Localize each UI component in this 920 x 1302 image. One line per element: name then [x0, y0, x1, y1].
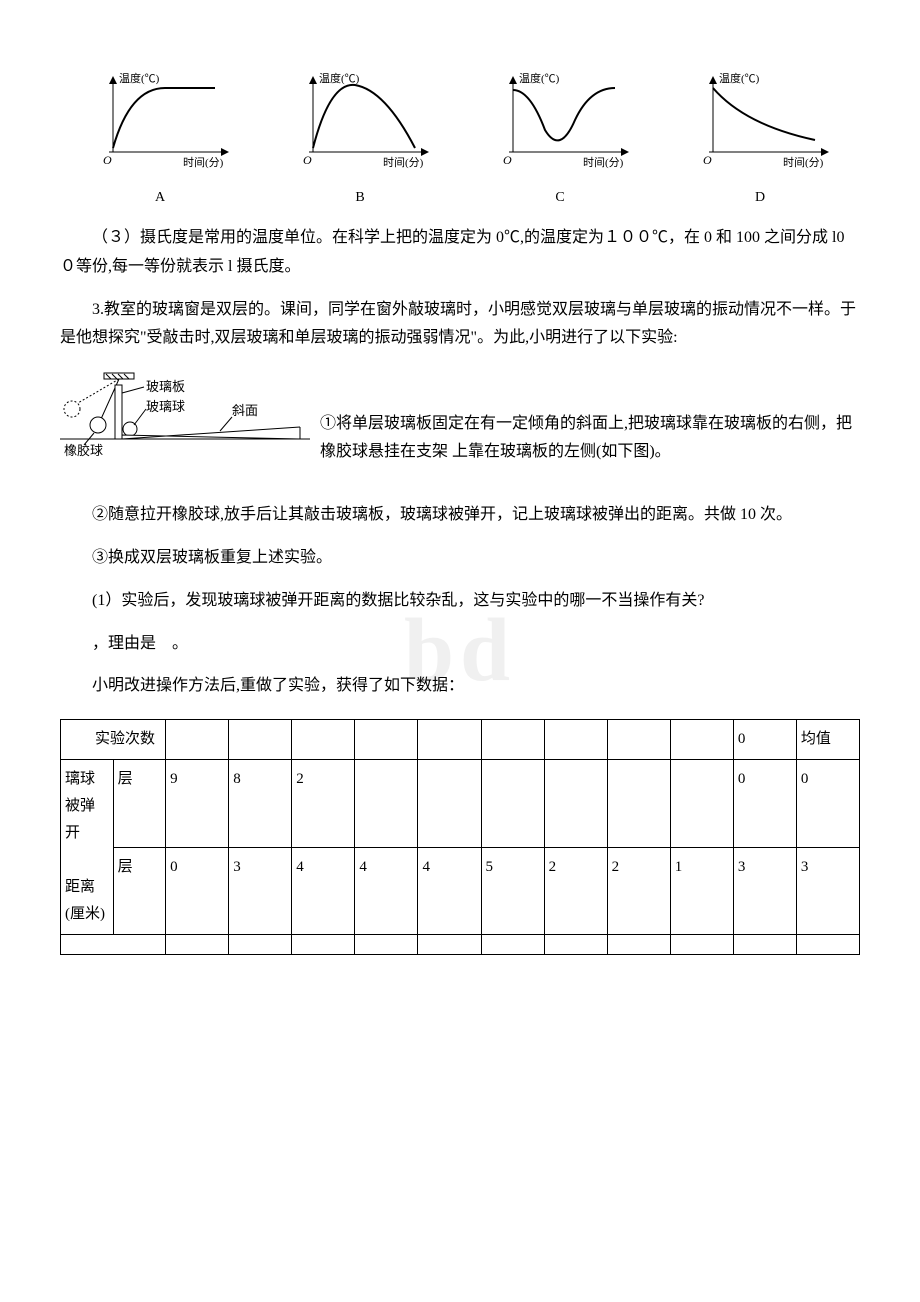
svg-text:O: O: [703, 153, 712, 167]
graph-c-svg: 温度(℃) 时间(分) O: [485, 70, 635, 170]
cell: 4: [418, 847, 481, 935]
diagram-rubber-ball-label: 橡胶球: [64, 443, 103, 458]
svg-text:O: O: [503, 153, 512, 167]
diagram-slope-label: 斜面: [232, 403, 258, 418]
graph-a-label: A: [85, 185, 235, 210]
cell: [607, 760, 670, 848]
graph-d-curve: [713, 88, 815, 140]
svg-text:温度(℃): 温度(℃): [519, 71, 560, 85]
cell: [670, 760, 733, 848]
svg-text:时间(分): 时间(分): [383, 156, 424, 169]
table-header-row: 实验次数 0 均值: [61, 720, 860, 760]
cell: 2: [292, 760, 355, 848]
col-avg: 均值: [796, 720, 859, 760]
graph-xlabel: 时间(分): [183, 156, 224, 169]
graph-a-curve: [113, 88, 215, 148]
graph-d-svg: 温度(℃) 时间(分) O: [685, 70, 835, 170]
cell: [544, 760, 607, 848]
graph-b: 温度(℃) 时间(分) O B: [285, 70, 435, 210]
table-row: 璃球被弹开 距离(厘米) 层 9 8 2 0 0: [61, 760, 860, 848]
q3-step3: ③换成双层玻璃板重复上述实验。: [60, 544, 860, 573]
table-header-label: 实验次数: [61, 720, 166, 760]
cell: 1: [670, 847, 733, 935]
svg-text:时间(分): 时间(分): [783, 156, 824, 169]
row2-layer: 层: [113, 847, 166, 935]
cell: 3: [733, 847, 796, 935]
cell: [355, 760, 418, 848]
graph-b-svg: 温度(℃) 时间(分) O: [285, 70, 435, 170]
cell: 3: [796, 847, 859, 935]
q3-q1: (1）实验后，发现玻璃球被弹开距离的数据比较杂乱，这与实验中的哪一不当操作有关?: [60, 587, 860, 616]
q3-step1: ①将单层玻璃板固定在有一定倾角的斜面上,把玻璃球靠在玻璃板的右侧，把橡胶球悬挂在…: [320, 410, 860, 468]
q3-intro: 3.教室的玻璃窗是双层的。课间，同学在窗外敲玻璃时，小明感觉双层玻璃与单层玻璃的…: [60, 296, 860, 354]
graph-d: 温度(℃) 时间(分) O D: [685, 70, 835, 210]
row-group-label: 璃球被弹开 距离(厘米): [61, 760, 114, 935]
cell: 0: [733, 760, 796, 848]
table-row-empty: [61, 935, 860, 955]
graph-d-label: D: [685, 185, 835, 210]
graph-ylabel: 温度(℃): [119, 71, 160, 85]
cell: 2: [607, 847, 670, 935]
data-table: 实验次数 0 均值 璃球被弹开 距离(厘米) 层 9 8 2 0: [60, 719, 860, 955]
cell: 9: [166, 760, 229, 848]
experiment-diagram: 玻璃板 玻璃球 斜面 橡胶球: [60, 367, 320, 467]
row1-layer: 层: [113, 760, 166, 848]
svg-text:温度(℃): 温度(℃): [319, 71, 360, 85]
q3-improved: 小明改进操作方法后,重做了实验，获得了如下数据：: [60, 672, 860, 701]
cell: 5: [481, 847, 544, 935]
cell: [418, 760, 481, 848]
svg-text:O: O: [103, 153, 112, 167]
svg-text:O: O: [303, 153, 312, 167]
diagram-glass-board-label: 玻璃板: [146, 379, 185, 394]
graph-a-svg: 温度(℃) 时间(分) O: [85, 70, 235, 170]
cell: [481, 760, 544, 848]
graph-c-curve: [513, 88, 615, 140]
svg-text:温度(℃): 温度(℃): [719, 71, 760, 85]
q3-q1b: ，理由是 。: [60, 630, 860, 659]
col-10: 0: [733, 720, 796, 760]
q2-3-text: （３）摄氏度是常用的温度单位。在科学上把的温度定为 0℃,的温度定为１００℃，在…: [60, 224, 860, 282]
cell: 0: [796, 760, 859, 848]
cell: 8: [229, 760, 292, 848]
graph-c: 温度(℃) 时间(分) O C: [485, 70, 635, 210]
graph-b-curve: [313, 85, 415, 148]
cell: 4: [292, 847, 355, 935]
cell: 0: [166, 847, 229, 935]
cell: 3: [229, 847, 292, 935]
graph-c-label: C: [485, 185, 635, 210]
cell: 2: [544, 847, 607, 935]
graphs-row: 温度(℃) 时间(分) O A 温度(℃) 时间(分) O B: [60, 70, 860, 210]
table-row: 层 0 3 4 4 4 5 2 2 1 3 3: [61, 847, 860, 935]
svg-text:时间(分): 时间(分): [583, 156, 624, 169]
graph-b-label: B: [285, 185, 435, 210]
diagram-glass-ball-label: 玻璃球: [146, 399, 185, 414]
cell: 4: [355, 847, 418, 935]
graph-a: 温度(℃) 时间(分) O A: [85, 70, 235, 210]
q3-step2: ②随意拉开橡胶球,放手后让其敲击玻璃板，玻璃球被弹开，记上玻璃球被弹出的距离。共…: [60, 501, 860, 530]
